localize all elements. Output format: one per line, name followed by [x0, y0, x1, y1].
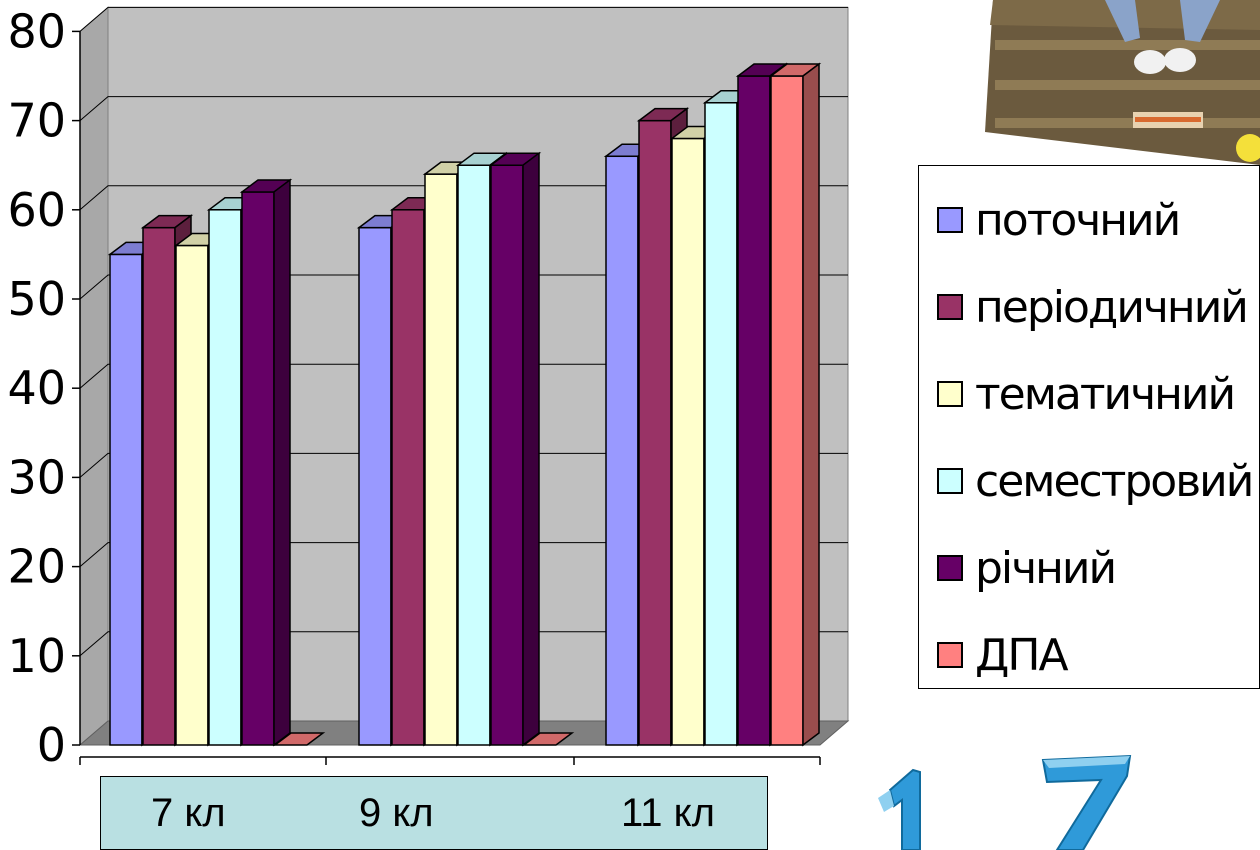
bar-side [802, 62, 820, 747]
legend-item: поточний [937, 190, 1181, 250]
y-axis: 0 10 20 30 40 50 60 70 80 [7, 4, 821, 772]
gridline [79, 6, 848, 32]
category-label: 9 кл [359, 791, 434, 835]
bar [142, 226, 176, 746]
y-tick-label: 40 [7, 361, 66, 415]
legend-item: тематичний [937, 364, 1236, 424]
bar [770, 75, 804, 746]
y-tick-label: 20 [7, 540, 66, 594]
bar [424, 173, 458, 746]
gridline [79, 631, 848, 657]
bar [109, 253, 143, 746]
y-tick-label: 30 [7, 450, 66, 504]
legend-item: семестровий [937, 451, 1254, 511]
bar [638, 119, 672, 746]
y-tick-label: 80 [7, 4, 66, 58]
category-label: 7 кл [151, 791, 226, 835]
legend-swatch [937, 468, 963, 494]
legend-item: річний [937, 538, 1117, 598]
photo-image [985, 0, 1260, 165]
legend-label: поточний [975, 194, 1181, 246]
category-label: 11 кл [621, 791, 715, 835]
bar [490, 164, 524, 746]
legend-swatch [937, 294, 963, 320]
legend-swatch [937, 555, 963, 581]
gridline [79, 96, 848, 121]
legend-item: ДПА [937, 625, 1069, 685]
legend-label: періодичний [975, 281, 1249, 333]
chart-gridlines [79, 6, 848, 657]
gridline [79, 274, 848, 300]
legend-label: семестровий [975, 455, 1254, 507]
bar [358, 226, 392, 746]
legend-swatch [937, 642, 963, 668]
gridline [79, 185, 848, 211]
bar-side [273, 178, 291, 747]
gridline [79, 363, 848, 389]
bar [605, 155, 639, 746]
y-tick-label: 70 [7, 94, 66, 148]
category-axis-labels: 7 кл 9 кл 11 кл [100, 776, 768, 850]
legend-label: тематичний [975, 368, 1236, 420]
legend-swatch [937, 381, 963, 407]
bar [208, 209, 242, 746]
legend-swatch [937, 207, 963, 233]
y-tick-label: 60 [7, 183, 66, 237]
chart-bars [107, 62, 822, 747]
bar-side [522, 151, 540, 747]
bar [175, 244, 209, 746]
y-tick-label: 10 [7, 629, 66, 683]
legend-item: періодичний [937, 277, 1249, 337]
legend-label: ДПА [975, 629, 1069, 681]
bar-top [272, 732, 326, 746]
bar [704, 102, 738, 746]
bar [737, 75, 771, 746]
number-7-icon[interactable] [1035, 752, 1135, 850]
bar [241, 191, 275, 746]
bar [671, 137, 705, 746]
gridline [79, 452, 848, 478]
chart-legend: поточний періодичний тематичний семестро… [918, 165, 1260, 689]
bar-top [521, 732, 575, 746]
legend-label: річний [975, 542, 1117, 594]
bar [457, 164, 491, 746]
bar [391, 209, 425, 746]
gridline [79, 542, 848, 567]
y-tick-label: 0 [37, 718, 66, 772]
number-1-icon[interactable] [868, 768, 938, 850]
y-tick-label: 50 [7, 272, 66, 326]
